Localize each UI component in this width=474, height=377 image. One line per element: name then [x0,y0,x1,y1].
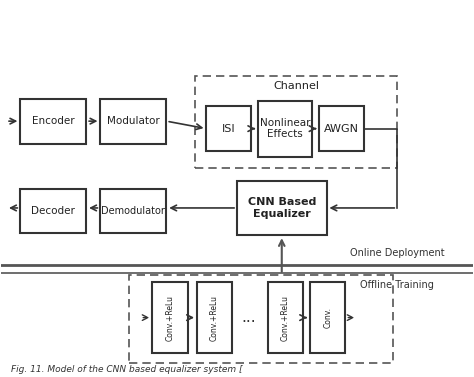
Text: Conv.+ReLu: Conv.+ReLu [165,294,174,340]
Text: AWGN: AWGN [324,124,359,133]
FancyBboxPatch shape [100,188,166,233]
FancyBboxPatch shape [237,181,327,235]
Text: CNN Based
Equalizer: CNN Based Equalizer [247,197,316,219]
Text: Online Deployment: Online Deployment [350,248,445,258]
Text: Channel: Channel [273,81,319,91]
Text: ISI: ISI [222,124,236,133]
FancyBboxPatch shape [310,282,346,353]
FancyBboxPatch shape [20,188,86,233]
Text: Modulator: Modulator [107,116,160,126]
FancyBboxPatch shape [268,282,303,353]
Text: Conv.+ReLu: Conv.+ReLu [210,294,219,340]
FancyBboxPatch shape [258,101,312,157]
Text: Conv.+ReLu: Conv.+ReLu [281,294,290,340]
FancyBboxPatch shape [319,106,364,151]
Text: Encoder: Encoder [32,116,74,126]
Text: Nonlinear
Effects: Nonlinear Effects [260,118,310,139]
FancyBboxPatch shape [206,106,251,151]
Text: ...: ... [241,310,256,325]
FancyBboxPatch shape [100,99,166,144]
Text: Demodulator: Demodulator [101,206,165,216]
FancyBboxPatch shape [152,282,188,353]
FancyBboxPatch shape [197,282,232,353]
Text: Fig. 11. Model of the CNN based equalizer system [: Fig. 11. Model of the CNN based equalize… [11,365,242,374]
Text: Decoder: Decoder [31,206,75,216]
Text: Conv.: Conv. [323,307,332,328]
FancyBboxPatch shape [20,99,86,144]
Text: Offline Training: Offline Training [360,280,434,290]
